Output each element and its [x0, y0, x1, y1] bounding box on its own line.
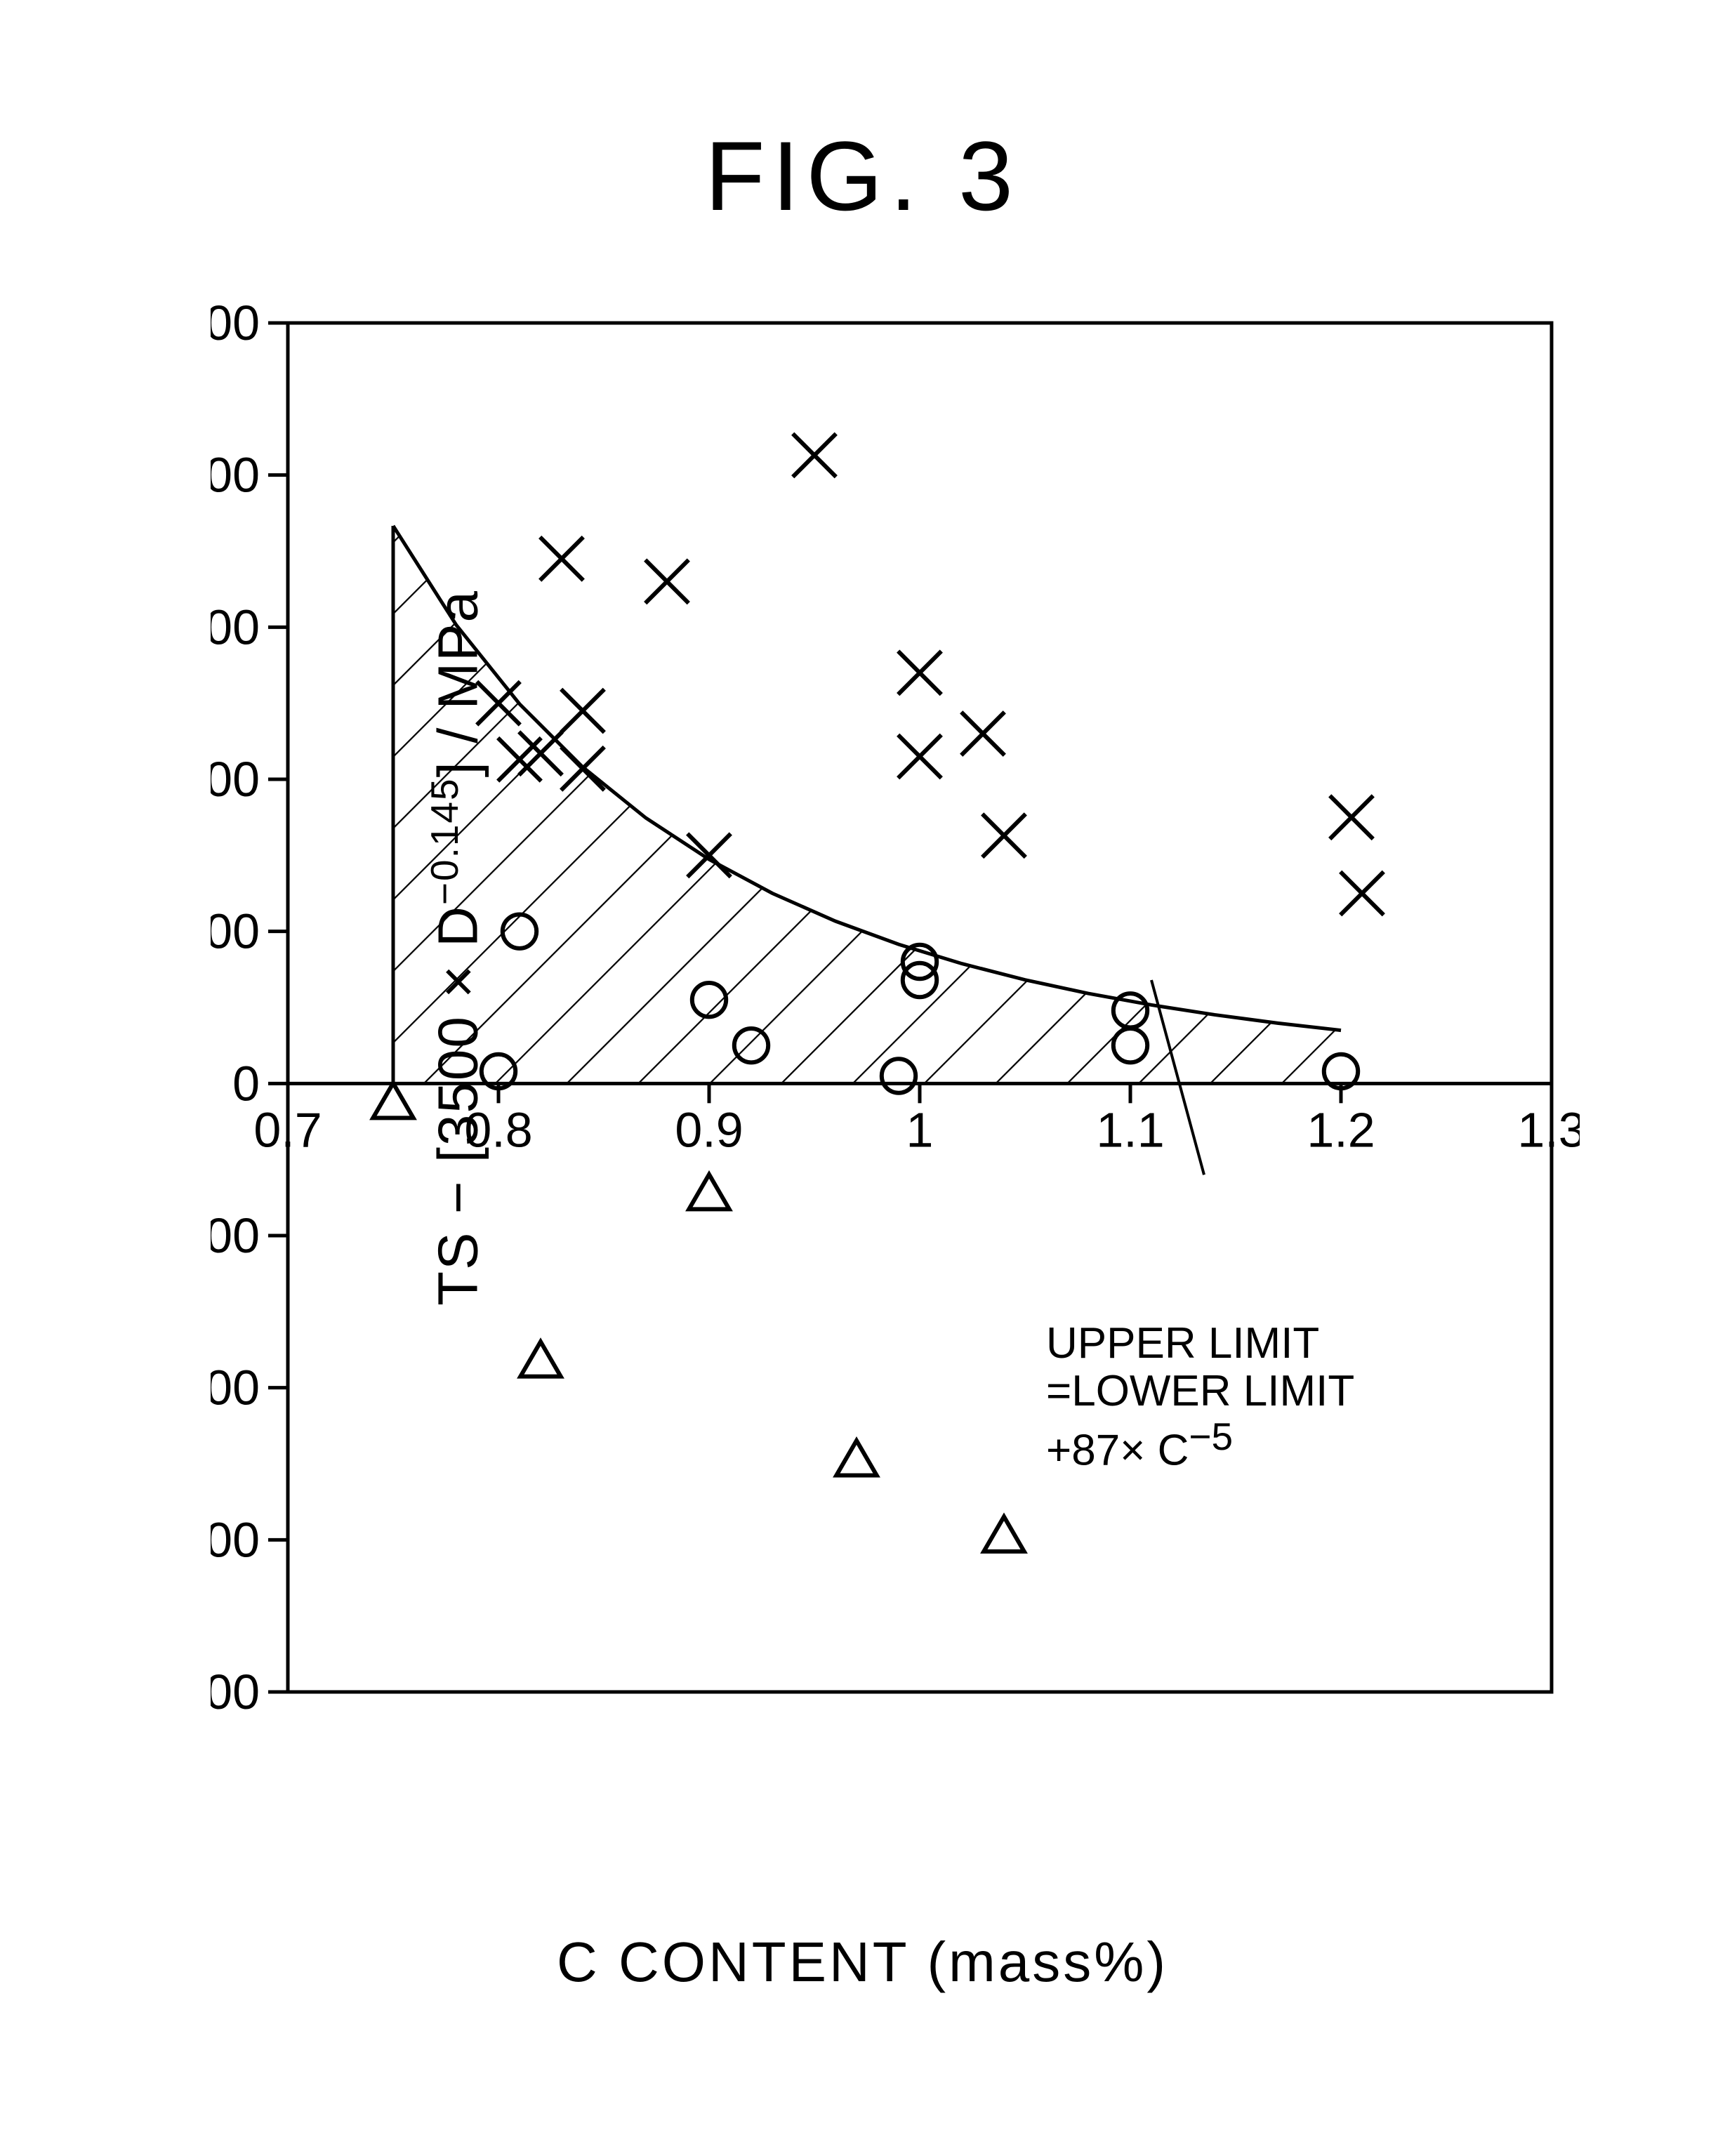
marker-triangle: [520, 1342, 560, 1377]
marker-triangle: [689, 1175, 729, 1210]
y-tick-label: -300: [211, 1512, 260, 1567]
marker-triangle: [836, 1441, 876, 1476]
page: FIG. 3 TS − [3500 × D−0.145] / MPa -400-…: [0, 0, 1725, 2156]
x-axis-label: C CONTENT (mass%): [0, 1930, 1725, 1995]
y-tick-label: -400: [211, 1665, 260, 1719]
x-tick-label: 0.8: [464, 1102, 532, 1157]
y-tick-label: 300: [211, 600, 260, 654]
x-tick-label: 0.7: [253, 1102, 322, 1157]
chart-plot: -400-300-200-10001002003004005000.70.80.…: [211, 295, 1580, 1769]
y-tick-label: 400: [211, 448, 260, 503]
x-tick-label: 1: [906, 1102, 934, 1157]
y-tick-label: 100: [211, 904, 260, 959]
annot-line2: =LOWER LIMIT: [1046, 1368, 1354, 1415]
x-tick-label: 1.3: [1517, 1102, 1580, 1157]
x-tick-label: 0.9: [675, 1102, 743, 1157]
marker-triangle: [373, 1083, 413, 1118]
x-tick-label: 1.2: [1307, 1102, 1375, 1157]
y-tick-label: 500: [211, 296, 260, 350]
marker-triangle: [984, 1516, 1024, 1552]
y-tick-label: -100: [211, 1208, 260, 1263]
y-tick-label: 200: [211, 752, 260, 807]
x-tick-label: 1.1: [1096, 1102, 1164, 1157]
curve-annotation: UPPER LIMIT =LOWER LIMIT +87× C−5: [1046, 1320, 1354, 1475]
hatched-region: [393, 526, 1341, 1083]
annot-line3: +87× C−5: [1046, 1415, 1354, 1475]
annot-line1: UPPER LIMIT: [1046, 1320, 1354, 1368]
figure-title: FIG. 3: [0, 119, 1725, 233]
y-tick-label: -200: [211, 1361, 260, 1415]
